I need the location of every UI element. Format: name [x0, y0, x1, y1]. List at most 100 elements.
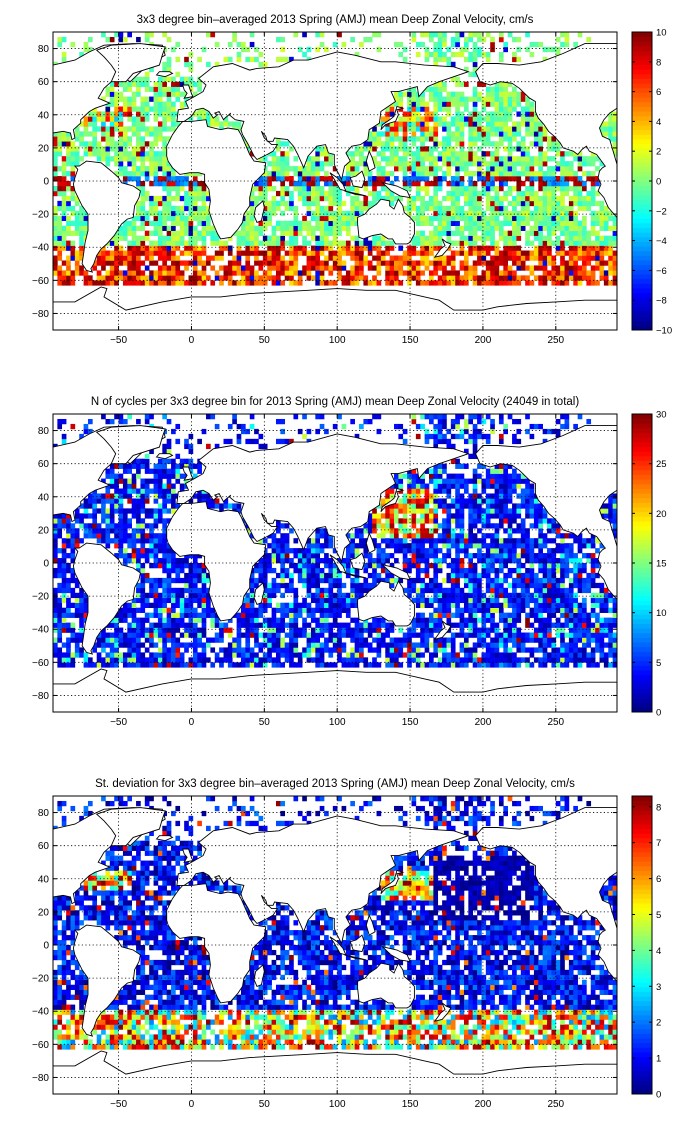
heatmap-cell — [538, 245, 543, 251]
heatmap-cell — [359, 151, 364, 157]
heatmap-cell — [284, 185, 290, 192]
heatmap-cell — [407, 280, 412, 286]
heatmap-cell — [459, 225, 465, 231]
heatmap-cell — [463, 275, 469, 281]
heatmap-cell — [498, 86, 504, 92]
heatmap-cell — [608, 280, 613, 286]
heatmap-cell — [66, 523, 71, 529]
heatmap-cell — [324, 280, 329, 286]
heatmap-cell — [324, 225, 329, 231]
heatmap-cell — [516, 56, 522, 63]
heatmap-cell — [538, 41, 543, 48]
heatmap-cell — [83, 270, 89, 276]
heatmap-cell — [258, 190, 264, 197]
heatmap-cell — [525, 210, 530, 217]
heatmap-cell — [481, 181, 487, 187]
heatmap-cell — [494, 171, 500, 177]
heatmap-cell — [127, 126, 132, 132]
heatmap-cell — [420, 41, 425, 48]
heatmap-cell — [157, 245, 163, 251]
heatmap-cell — [197, 250, 202, 256]
heatmap-cell — [411, 151, 417, 157]
heatmap-cell — [586, 260, 592, 266]
heatmap-cell — [127, 558, 132, 564]
heatmap-cell — [310, 647, 316, 653]
heatmap-cell — [538, 181, 543, 187]
heatmap-cell — [433, 205, 439, 212]
heatmap-cell — [341, 607, 347, 613]
heatmap-cell — [219, 637, 224, 643]
heatmap-cell — [328, 240, 334, 246]
heatmap-cell — [131, 240, 137, 246]
heatmap-cell — [144, 210, 150, 217]
heatmap-cell — [324, 558, 329, 564]
heatmap-cell — [315, 622, 320, 628]
heatmap-cell — [595, 280, 600, 286]
heatmap-cell — [367, 513, 373, 519]
heatmap-cell — [363, 161, 369, 167]
heatmap-cell — [437, 101, 443, 107]
heatmap-cell — [429, 166, 434, 172]
heatmap-cell — [324, 245, 329, 251]
heatmap-cell — [324, 647, 329, 653]
heatmap-cell — [122, 270, 128, 276]
heatmap-cell — [175, 563, 181, 569]
heatmap-cell — [529, 255, 535, 261]
heatmap-cell — [415, 230, 421, 236]
heatmap-cell — [402, 161, 408, 167]
heatmap-cell — [249, 41, 255, 48]
heatmap-cell — [573, 225, 578, 231]
heatmap-cell — [350, 533, 355, 539]
heatmap-cell — [433, 166, 439, 172]
heatmap-cell — [144, 96, 150, 102]
heatmap-cell — [289, 235, 294, 241]
heatmap-cell — [96, 126, 102, 132]
heatmap-cell — [284, 151, 290, 157]
heatmap-cell — [109, 36, 115, 43]
heatmap-cell — [315, 161, 320, 167]
heatmap-cell — [131, 508, 137, 514]
heatmap-cell — [446, 270, 452, 276]
heatmap-cell — [516, 220, 522, 226]
heatmap-cell — [262, 171, 268, 177]
heatmap-cell — [573, 265, 578, 271]
heatmap-cell — [201, 265, 207, 271]
heatmap-cell — [57, 205, 63, 212]
heatmap-cell — [118, 270, 124, 276]
colorbar-tick-label: −10 — [656, 326, 672, 337]
heatmap-cell — [380, 255, 386, 261]
heatmap-cell — [136, 567, 141, 574]
heatmap-cell — [66, 151, 71, 157]
heatmap-cell — [468, 126, 474, 132]
heatmap-cell — [494, 245, 500, 251]
heatmap-cell — [407, 96, 412, 102]
heatmap-cell — [122, 488, 128, 494]
heatmap-cell — [157, 503, 163, 509]
heatmap-cell — [227, 617, 233, 623]
heatmap-cell — [363, 622, 369, 628]
heatmap-cell — [485, 275, 491, 281]
heatmap-cell — [599, 240, 605, 246]
heatmap-cell — [367, 280, 373, 286]
heatmap-cell — [232, 260, 237, 266]
heatmap-cell — [564, 235, 570, 241]
heatmap-cell — [555, 151, 561, 157]
heatmap-cell — [293, 205, 299, 212]
heatmap-cell — [459, 121, 465, 127]
heatmap-cell — [341, 200, 347, 207]
coastline — [155, 71, 174, 78]
heatmap-cell — [271, 151, 277, 157]
heatmap-cell — [175, 657, 181, 663]
heatmap-cell — [109, 523, 115, 529]
heatmap-cell — [446, 56, 452, 63]
heatmap-cell — [184, 647, 189, 653]
heatmap-cell — [53, 245, 58, 251]
heatmap-cell — [394, 195, 399, 202]
heatmap-cell — [310, 190, 316, 197]
heatmap-cell — [197, 577, 202, 584]
heatmap-cell — [503, 166, 508, 172]
heatmap-cell — [310, 558, 316, 564]
heatmap-cell — [442, 136, 447, 142]
heatmap-cell — [337, 220, 342, 226]
heatmap-cell — [127, 81, 132, 87]
